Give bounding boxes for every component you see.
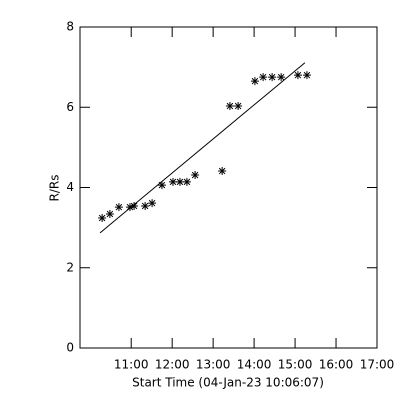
asterisk-marker bbox=[168, 177, 177, 186]
asterisk-marker bbox=[130, 201, 139, 210]
y-tick-label: 6 bbox=[66, 100, 74, 114]
asterisk-marker bbox=[293, 71, 302, 80]
asterisk-marker bbox=[259, 73, 268, 82]
asterisk-marker bbox=[182, 177, 191, 186]
y-tick-label: 2 bbox=[66, 260, 74, 274]
asterisk-marker bbox=[148, 199, 157, 208]
asterisk-marker bbox=[125, 203, 134, 212]
x-tick-label: 13:00 bbox=[196, 358, 231, 372]
asterisk-marker bbox=[114, 203, 123, 212]
asterisk-marker bbox=[105, 209, 114, 218]
x-tick-label: 16:00 bbox=[319, 358, 354, 372]
y-axis-label: R/Rs bbox=[48, 175, 62, 202]
asterisk-marker bbox=[250, 77, 259, 86]
asterisk-marker bbox=[98, 213, 107, 222]
x-tick-label: 17:00 bbox=[360, 358, 395, 372]
x-tick-label: 14:00 bbox=[237, 358, 272, 372]
plot-frame bbox=[79, 26, 378, 349]
x-tick-label: 15:00 bbox=[278, 358, 313, 372]
asterisk-marker bbox=[157, 181, 166, 190]
asterisk-marker bbox=[218, 167, 227, 176]
asterisk-marker bbox=[225, 102, 234, 111]
asterisk-marker bbox=[141, 201, 150, 210]
asterisk-marker bbox=[302, 71, 311, 80]
x-tick-label: 12:00 bbox=[155, 358, 190, 372]
asterisk-marker bbox=[175, 177, 184, 186]
asterisk-marker bbox=[191, 171, 200, 180]
asterisk-marker bbox=[277, 73, 286, 82]
asterisk-marker bbox=[234, 102, 243, 111]
asterisk-marker bbox=[268, 73, 277, 82]
fit-line bbox=[99, 62, 306, 234]
y-tick-label: 8 bbox=[66, 20, 74, 34]
x-axis-label: Start Time (04-Jan-23 10:06:07) bbox=[132, 376, 324, 390]
y-tick-label: 4 bbox=[66, 180, 74, 194]
x-tick-label: 11:00 bbox=[114, 358, 149, 372]
y-tick-label: 0 bbox=[66, 341, 74, 355]
